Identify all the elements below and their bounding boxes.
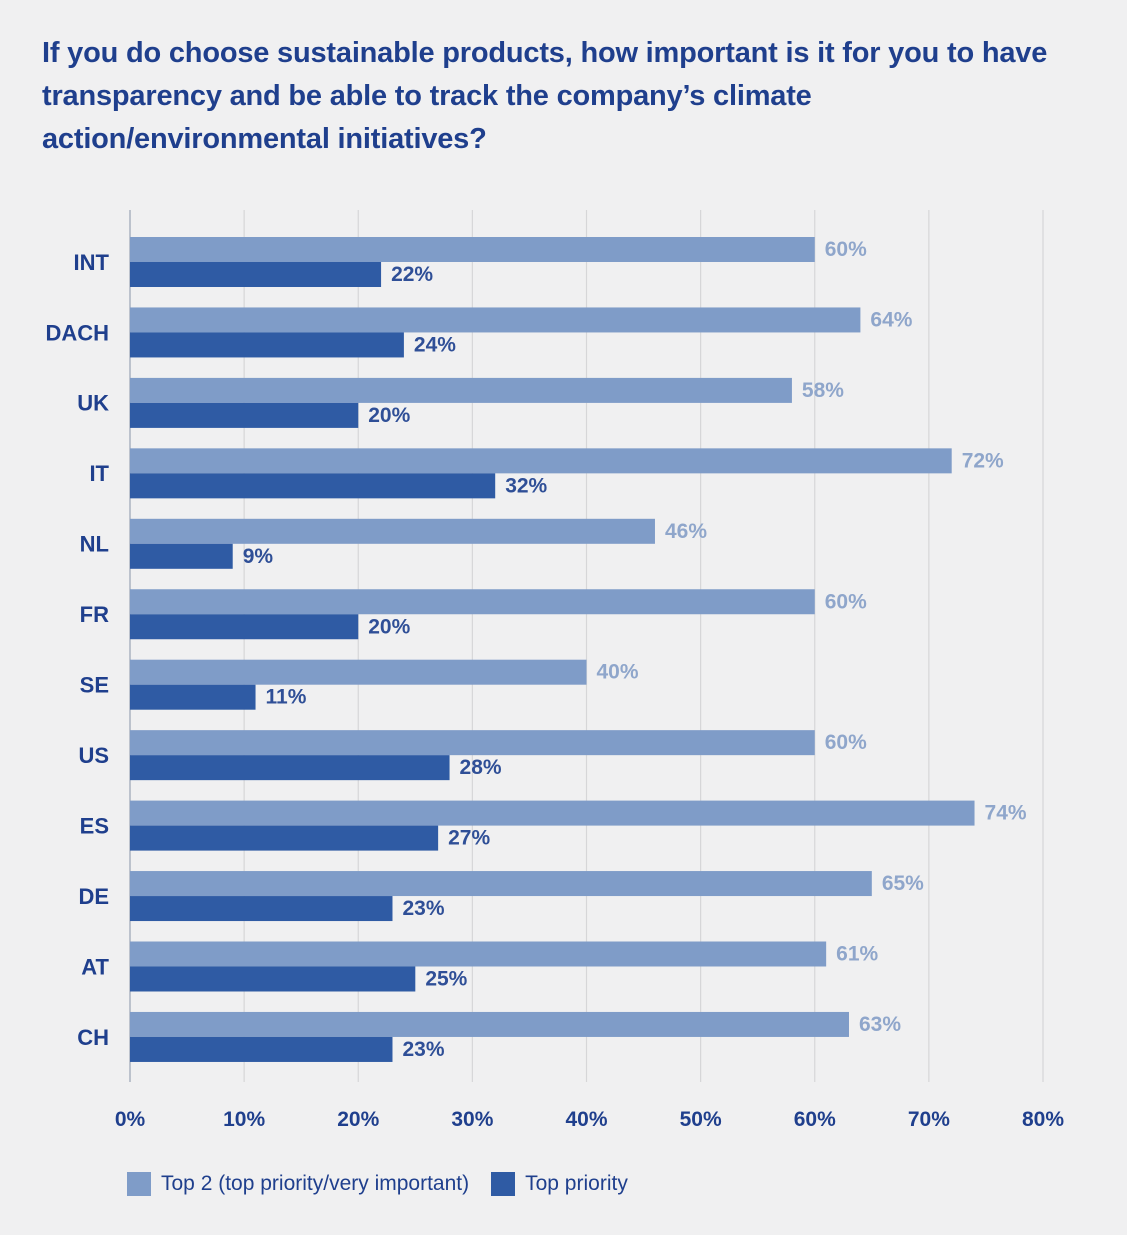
data-label: 9% [243,545,274,568]
x-tick-label: 70% [908,1108,950,1131]
legend-swatch-top-priority [491,1172,516,1196]
data-label: 58% [802,379,844,402]
bar-top-priority [130,755,450,781]
data-label: 11% [266,686,307,709]
data-label: 64% [870,308,912,331]
data-label: 46% [665,520,707,543]
legend-label-top2: Top 2 (top priority/very important) [161,1172,470,1195]
bar-top-priority [130,825,439,851]
category-label: US [78,743,109,768]
bar-top2 [130,871,872,897]
category-label: DE [78,884,109,909]
data-label: 20% [368,404,410,427]
data-label: 60% [825,238,867,261]
category-label: CH [77,1025,109,1050]
category-label: SE [80,673,109,698]
data-label: 23% [402,1038,444,1061]
data-label: 60% [825,590,867,613]
bar-top-priority [130,473,496,499]
data-label: 63% [859,1013,901,1036]
bar-top2 [130,800,975,826]
data-label: 65% [882,872,924,895]
legend-label-top-priority: Top priority [525,1172,628,1195]
bar-top-priority [130,543,233,569]
bar-top2 [130,941,827,967]
bar-top2 [130,307,861,333]
x-tick-label: 50% [680,1108,722,1131]
x-tick-label: 20% [337,1108,379,1131]
x-tick-label: 30% [451,1108,493,1131]
category-label: ES [80,813,109,838]
data-label: 25% [425,968,467,991]
data-label: 22% [391,263,433,286]
legend-item-top-priority: Top priority [491,1172,628,1196]
category-label: IT [89,461,109,486]
bar-top-priority [130,262,382,287]
x-tick-label: 0% [115,1108,146,1131]
bar-top-priority [130,966,416,992]
x-tick-label: 40% [565,1108,607,1131]
bar-top2 [130,377,792,403]
category-label: AT [81,954,109,979]
bar-top-priority [130,332,404,358]
bar-top-priority [130,684,256,710]
chart-title: If you do choose sustainable products, h… [42,37,1048,155]
data-label: 32% [505,474,547,497]
category-label: FR [80,602,109,627]
bar-top2 [130,1011,849,1037]
category-label: INT [74,250,110,275]
data-label: 72% [962,449,1004,472]
category-label: DACH [45,320,109,345]
data-label: 28% [460,756,502,779]
x-tick-label: 10% [223,1108,265,1131]
bar-top-priority [130,402,359,428]
x-tick-label: 80% [1022,1108,1064,1131]
data-label: 20% [368,615,410,638]
bar-top-priority [130,896,393,922]
legend-swatch-top2 [127,1172,151,1196]
data-label: 23% [402,897,444,920]
data-label: 27% [448,827,490,850]
data-label: 40% [597,661,639,684]
legend-item-top2: Top 2 (top priority/very important) [127,1172,469,1196]
bar-top-priority [130,1036,393,1062]
bar-top2 [130,659,587,685]
category-label: UK [77,391,109,416]
data-label: 24% [414,333,456,356]
bar-top2 [130,730,815,756]
bar-top2 [130,237,815,262]
data-label: 61% [836,943,878,966]
x-tick-label: 60% [794,1108,836,1131]
bar-top2 [130,589,815,615]
bar-top2 [130,448,952,474]
legend: Top 2 (top priority/very important) Top … [127,1172,650,1196]
data-label: 60% [825,731,867,754]
bar-top2 [130,518,655,544]
bar-top-priority [130,614,359,640]
bar-chart: 0% 10% 20% 30% 40% 50% 60% 70% 80% INT 60% 22% DACH 6… [45,210,1064,1131]
data-label: 74% [985,802,1027,825]
category-label: NL [80,532,109,557]
